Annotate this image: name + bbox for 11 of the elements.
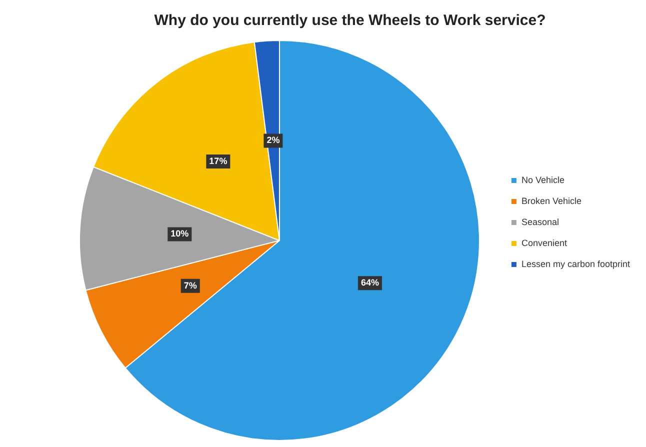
legend-label: Seasonal <box>521 216 559 227</box>
legend-label: Broken Vehicle <box>521 196 582 206</box>
data-label: 2% <box>266 135 280 146</box>
chart-title: Why do you currently use the Wheels to Work service? <box>154 12 546 30</box>
data-label: 17% <box>209 156 228 166</box>
legend-label: Lessen my carbon footprint <box>521 258 630 269</box>
data-label: 10% <box>170 228 189 239</box>
data-label: 64% <box>360 278 379 288</box>
legend-label: Convenient <box>521 238 568 248</box>
legend-label: No Vehicle <box>521 174 564 185</box>
data-label: 7% <box>184 280 197 290</box>
